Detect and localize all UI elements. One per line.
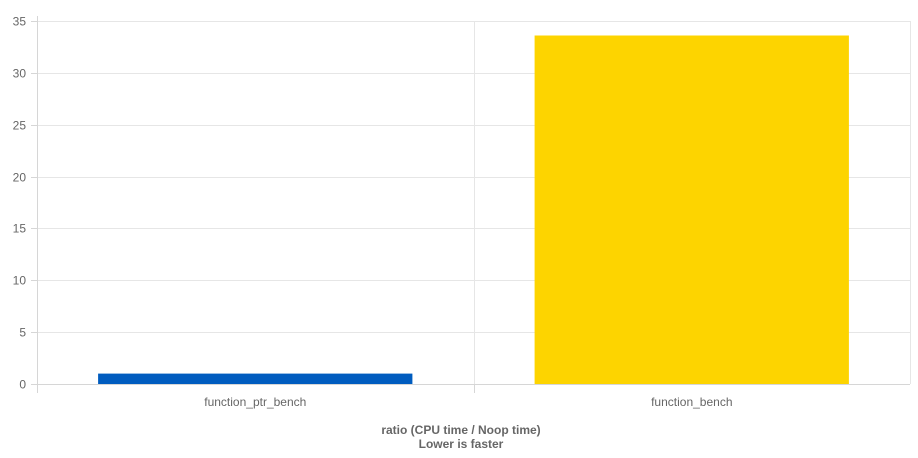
x-category-label: function_ptr_bench [204, 395, 306, 409]
x-axis-title-line-2: Lower is faster [419, 437, 504, 451]
y-tick-label: 10 [13, 274, 27, 288]
y-tick-label: 30 [13, 67, 27, 81]
bar-function_bench [534, 35, 849, 384]
y-tick-label: 25 [13, 119, 27, 133]
y-tick-label: 5 [19, 326, 26, 340]
y-tick-label: 20 [13, 171, 27, 185]
grid [37, 21, 911, 384]
labels: ratio (CPU time / Noop time) Lower is fa… [13, 15, 733, 452]
bar-function_ptr_bench [98, 373, 413, 384]
y-tick-label: 0 [19, 378, 26, 392]
x-category-label: function_bench [651, 395, 732, 409]
bars [98, 35, 849, 384]
axes [31, 16, 910, 393]
x-axis-title-line-1: ratio (CPU time / Noop time) [381, 423, 540, 437]
y-tick-label: 35 [13, 15, 27, 29]
y-tick-label: 15 [13, 222, 27, 236]
